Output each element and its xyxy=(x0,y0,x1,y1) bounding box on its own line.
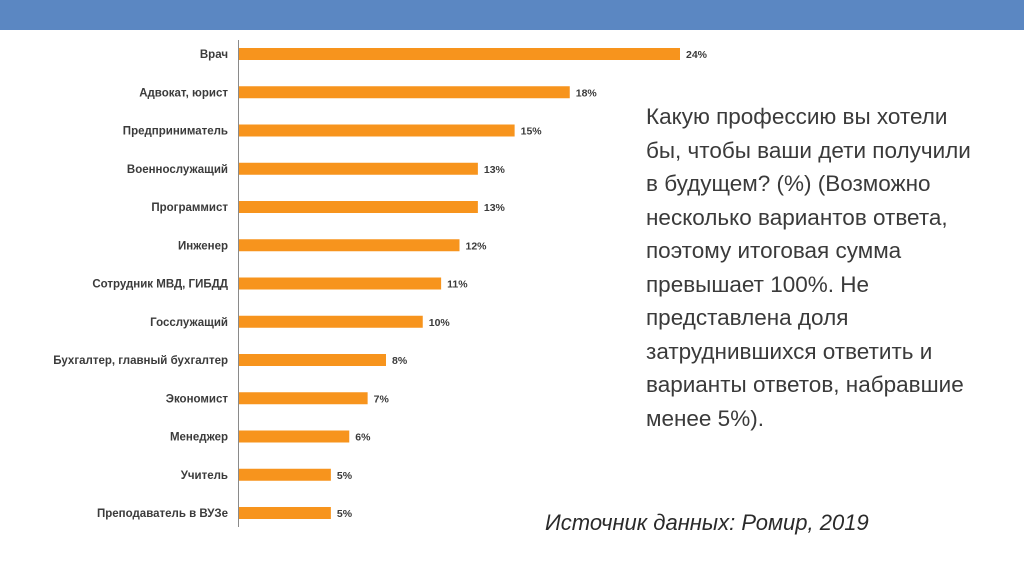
value-label: 18% xyxy=(576,87,598,99)
bar xyxy=(239,239,460,252)
bar xyxy=(239,468,331,481)
bar xyxy=(239,354,386,366)
category-label: Адвокат, юрист xyxy=(139,87,228,99)
category-label: Учитель xyxy=(181,470,228,482)
category-label: Военнослужащий xyxy=(127,164,228,176)
value-label: 13% xyxy=(484,164,506,176)
category-label: Преподаватель в ВУЗе xyxy=(97,508,228,520)
bar xyxy=(239,201,478,213)
value-label: 13% xyxy=(484,202,506,214)
survey-question: Какую профессию вы хотели бы, чтобы ваши… xyxy=(646,104,971,431)
bar xyxy=(239,277,442,290)
value-label: 15% xyxy=(521,126,543,138)
header-bar xyxy=(0,0,1024,30)
category-axis-line xyxy=(238,40,239,527)
value-label: 8% xyxy=(392,355,408,367)
value-label: 5% xyxy=(337,470,353,482)
value-label: 7% xyxy=(374,393,390,405)
bar xyxy=(239,124,515,137)
bar xyxy=(239,86,570,99)
value-label: 5% xyxy=(337,508,353,520)
bar xyxy=(239,162,478,175)
category-label: Госслужащий xyxy=(150,317,228,329)
bar xyxy=(239,392,368,405)
category-label: Бухгалтер, главный бухгалтер xyxy=(53,355,228,367)
bar xyxy=(239,48,680,60)
category-label: Врач xyxy=(200,49,228,61)
value-label: 11% xyxy=(447,279,468,291)
value-label: 6% xyxy=(355,432,371,444)
value-label: 12% xyxy=(466,240,488,252)
bar xyxy=(239,315,423,328)
category-label: Экономист xyxy=(166,393,229,405)
bar xyxy=(239,507,331,519)
category-label: Инженер xyxy=(178,240,228,252)
category-label: Предприниматель xyxy=(123,126,228,138)
value-label: 10% xyxy=(429,317,451,329)
category-label: Программист xyxy=(151,202,228,214)
category-label: Менеджер xyxy=(170,432,228,444)
bar xyxy=(239,430,350,443)
value-label: 24% xyxy=(686,49,708,61)
data-source: Источник данных: Ромир, 2019 xyxy=(545,510,869,535)
category-label: Сотрудник МВД, ГИБДД xyxy=(92,279,228,291)
